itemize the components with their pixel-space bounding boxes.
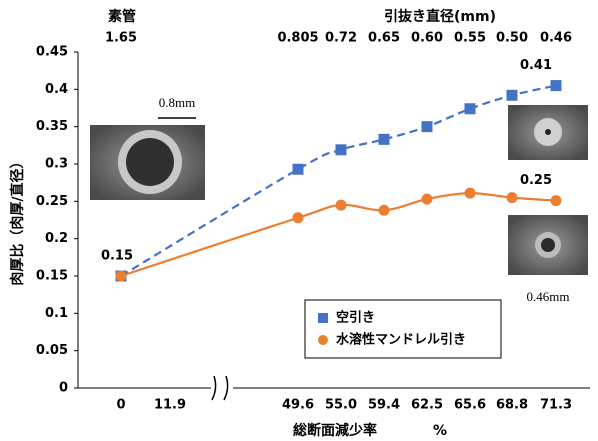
top-tick-label: 0.50 (496, 31, 528, 46)
marker (551, 195, 562, 206)
top-axis-title: 引抜き直径(mm) (384, 8, 496, 25)
y-axis-title: 肉厚比（肉厚/直径） (9, 154, 26, 285)
legend-label: 空引き (336, 310, 375, 326)
marker (293, 212, 304, 223)
top-ref-label: 素管 (108, 8, 136, 25)
legend-marker (318, 313, 328, 323)
top-tick-label: 0.72 (325, 31, 357, 46)
y-tick-label: 0.3 (45, 157, 68, 172)
x-tick-label: 71.3 (540, 398, 572, 413)
marker (379, 134, 390, 145)
marker (507, 192, 518, 203)
legend-marker (318, 335, 328, 345)
y-tick-label: 0 (59, 381, 68, 396)
top-tick-label: 0.55 (454, 31, 486, 46)
axis-break (211, 376, 233, 400)
data-label: 0.41 (520, 58, 552, 73)
top-tick-label: 1.65 (105, 31, 137, 46)
x-axis-unit: % (433, 423, 447, 439)
y-tick-label: 0.1 (45, 306, 68, 321)
top-tick-label: 0.46 (540, 31, 572, 46)
x-tick-label: 68.8 (496, 398, 528, 413)
legend-box (305, 300, 501, 358)
top-tick-label: 0.65 (368, 31, 400, 46)
x-tick-label: 55.0 (325, 398, 357, 413)
y-tick-label: 0.45 (36, 45, 68, 60)
marker (551, 80, 562, 91)
y-tick-label: 0.05 (36, 343, 68, 358)
micrograph-right-bottom (508, 215, 588, 275)
marker (336, 144, 347, 155)
y-tick-label: 0.15 (36, 269, 68, 284)
x-tick-label: 59.4 (368, 398, 400, 413)
marker (379, 205, 390, 216)
x-tick-label: 49.6 (282, 398, 314, 413)
chart: 0.8mm 0.46mm 肉厚比（肉厚/直径） 総断面減少率 % 素管 引抜き直… (0, 0, 598, 441)
x-axis-title: 総断面減少率 (293, 422, 377, 439)
marker (422, 121, 433, 132)
data-label: 0.25 (520, 173, 552, 188)
marker (293, 164, 304, 175)
marker (465, 103, 476, 114)
annotation: 0.46mm (527, 289, 570, 304)
x-tick-label: 62.5 (411, 398, 443, 413)
marker (336, 200, 347, 211)
annotation: 0.8mm (159, 95, 195, 110)
y-tick-label: 0.35 (36, 119, 68, 134)
top-tick-label: 0.60 (411, 31, 443, 46)
x-tick-label: 0 (116, 398, 125, 413)
marker (422, 194, 433, 205)
data-label: 0.15 (101, 249, 133, 264)
micrograph-left (90, 125, 205, 200)
top-tick-label: 0.805 (277, 31, 318, 46)
x-tick-label: 65.6 (454, 398, 486, 413)
y-tick-label: 0.25 (36, 194, 68, 209)
x-tick-label: 11.9 (154, 398, 186, 413)
marker (465, 188, 476, 199)
y-tick-label: 0.4 (45, 82, 68, 97)
legend-label: 水溶性マンドレル引き (336, 332, 466, 348)
marker (116, 271, 127, 282)
y-tick-label: 0.2 (45, 231, 68, 246)
micrograph-right-top (508, 105, 588, 160)
marker (507, 90, 518, 101)
